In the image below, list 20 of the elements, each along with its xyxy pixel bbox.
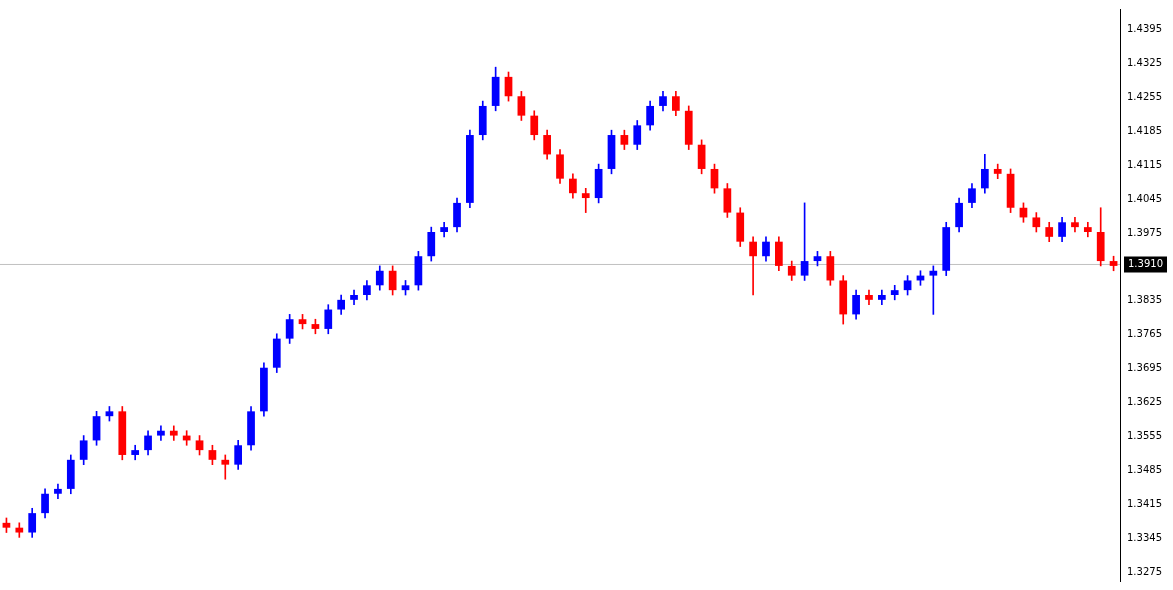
candlestick bbox=[221, 454, 230, 480]
y-tick-label: 1.3695 bbox=[1127, 362, 1163, 374]
y-tick-label: 1.4185 bbox=[1127, 124, 1163, 136]
candlestick bbox=[749, 236, 757, 296]
y-tick-label: 1.4115 bbox=[1127, 158, 1163, 170]
y-tick-label: 1.3975 bbox=[1127, 226, 1163, 238]
y-tick-label: 1.3835 bbox=[1127, 294, 1163, 306]
y-tick-label: 1.3275 bbox=[1127, 565, 1163, 577]
y-tick-label: 1.3625 bbox=[1127, 396, 1163, 408]
y-tick-label: 1.3485 bbox=[1127, 464, 1163, 476]
y-tick-label: 1.3555 bbox=[1127, 430, 1163, 442]
y-tick-label: 1.3415 bbox=[1127, 498, 1163, 509]
candlestick bbox=[581, 188, 590, 213]
y-tick-label: 1.4395 bbox=[1127, 22, 1163, 34]
y-tick-label: 1.4255 bbox=[1127, 90, 1163, 102]
y-tick-label: 1.4325 bbox=[1127, 56, 1163, 68]
y-tick-label: 1.3765 bbox=[1127, 328, 1163, 340]
ref-line-label: 1.3910 bbox=[1128, 258, 1164, 270]
y-tick-label: 1.3345 bbox=[1127, 531, 1163, 543]
y-tick-label: 1.4045 bbox=[1127, 192, 1163, 204]
